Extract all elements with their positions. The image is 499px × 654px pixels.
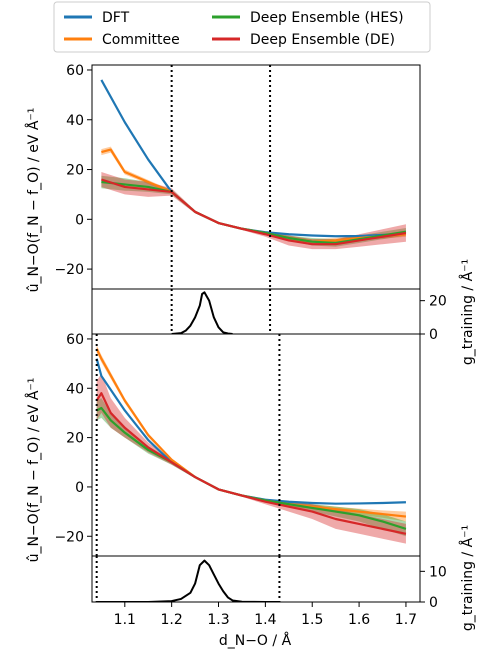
ytick-label: 10	[429, 564, 447, 580]
xtick-label: 1.7	[395, 612, 417, 628]
panel-bottom-main: 60 40 20 0 −20	[54, 332, 421, 557]
ytick-label: 0	[429, 595, 438, 611]
series-line-dft	[95, 358, 406, 505]
axes-frame	[91, 555, 421, 603]
ylabel-bottom-main: û_N−O(f_N − f_O) / eV Å⁻¹	[25, 378, 42, 563]
ytick-label: −20	[54, 262, 84, 278]
series-line-dft	[100, 79, 407, 238]
xlabel: d_N−O / Å	[219, 632, 292, 649]
legend: DFT Committee Deep Ensemble (HES) Deep E…	[53, 1, 431, 53]
panel-bottom-density: 10 0 1.1 1.2 1.3 1.4 1.5 1.6 1.7	[91, 555, 447, 628]
legend-label-dft: DFT	[102, 10, 130, 26]
density-line	[171, 291, 233, 334]
legend-label-de: Deep Ensemble (DE)	[250, 32, 395, 48]
density-line	[96, 559, 280, 602]
ytick-label: 60	[66, 332, 84, 348]
plot-area-bottom-main	[95, 345, 407, 544]
band-de	[101, 172, 406, 250]
panels: 60 40 20 0 −20 20 0 60 40 20 0 −20 10 0 1.1 1.2 1.3 1.4 1.…	[54, 63, 446, 628]
xtick-label: 1.3	[207, 612, 229, 628]
xtick-label: 1.4	[254, 612, 276, 628]
plot-area-bottom-density	[96, 559, 280, 602]
ytick-label: 20	[66, 163, 84, 179]
panel-top-main: 60 40 20 0 −20	[54, 63, 421, 290]
ytick-label: 0	[75, 480, 84, 496]
ytick-label: 0	[429, 327, 438, 343]
legend-label-hes: Deep Ensemble (HES)	[250, 10, 404, 26]
ytick-label: 40	[66, 113, 84, 129]
ytick-label: −20	[54, 529, 84, 545]
series-line-de	[95, 392, 407, 535]
xtick-label: 1.1	[114, 612, 136, 628]
xtick-label: 1.2	[161, 612, 183, 628]
ytick-label: 20	[66, 431, 84, 447]
xtick-label: 1.6	[348, 612, 370, 628]
plot-area-top-density	[171, 291, 233, 334]
ylabel-bottom-density: g_training / Å⁻¹	[459, 525, 476, 631]
ytick-label: 60	[66, 63, 84, 79]
band-hes	[101, 175, 406, 247]
xtick-label: 1.5	[301, 612, 323, 628]
band-de	[96, 373, 406, 544]
series-line-de	[101, 178, 407, 246]
ytick-label: 0	[75, 212, 84, 228]
legend-label-committee: Committee	[102, 32, 180, 48]
plot-area-top-main	[100, 79, 407, 250]
ylabel-top-density: g_training / Å⁻¹	[459, 259, 476, 365]
ylabel-top-main: û_N−O(f_N − f_O) / eV Å⁻¹	[25, 108, 42, 293]
legend-frame	[53, 1, 431, 53]
panel-top-density: 20 0	[91, 288, 447, 343]
axes-frame	[91, 288, 421, 335]
ytick-label: 40	[66, 381, 84, 397]
ytick-label: 20	[429, 294, 447, 310]
band-hes	[96, 398, 406, 537]
